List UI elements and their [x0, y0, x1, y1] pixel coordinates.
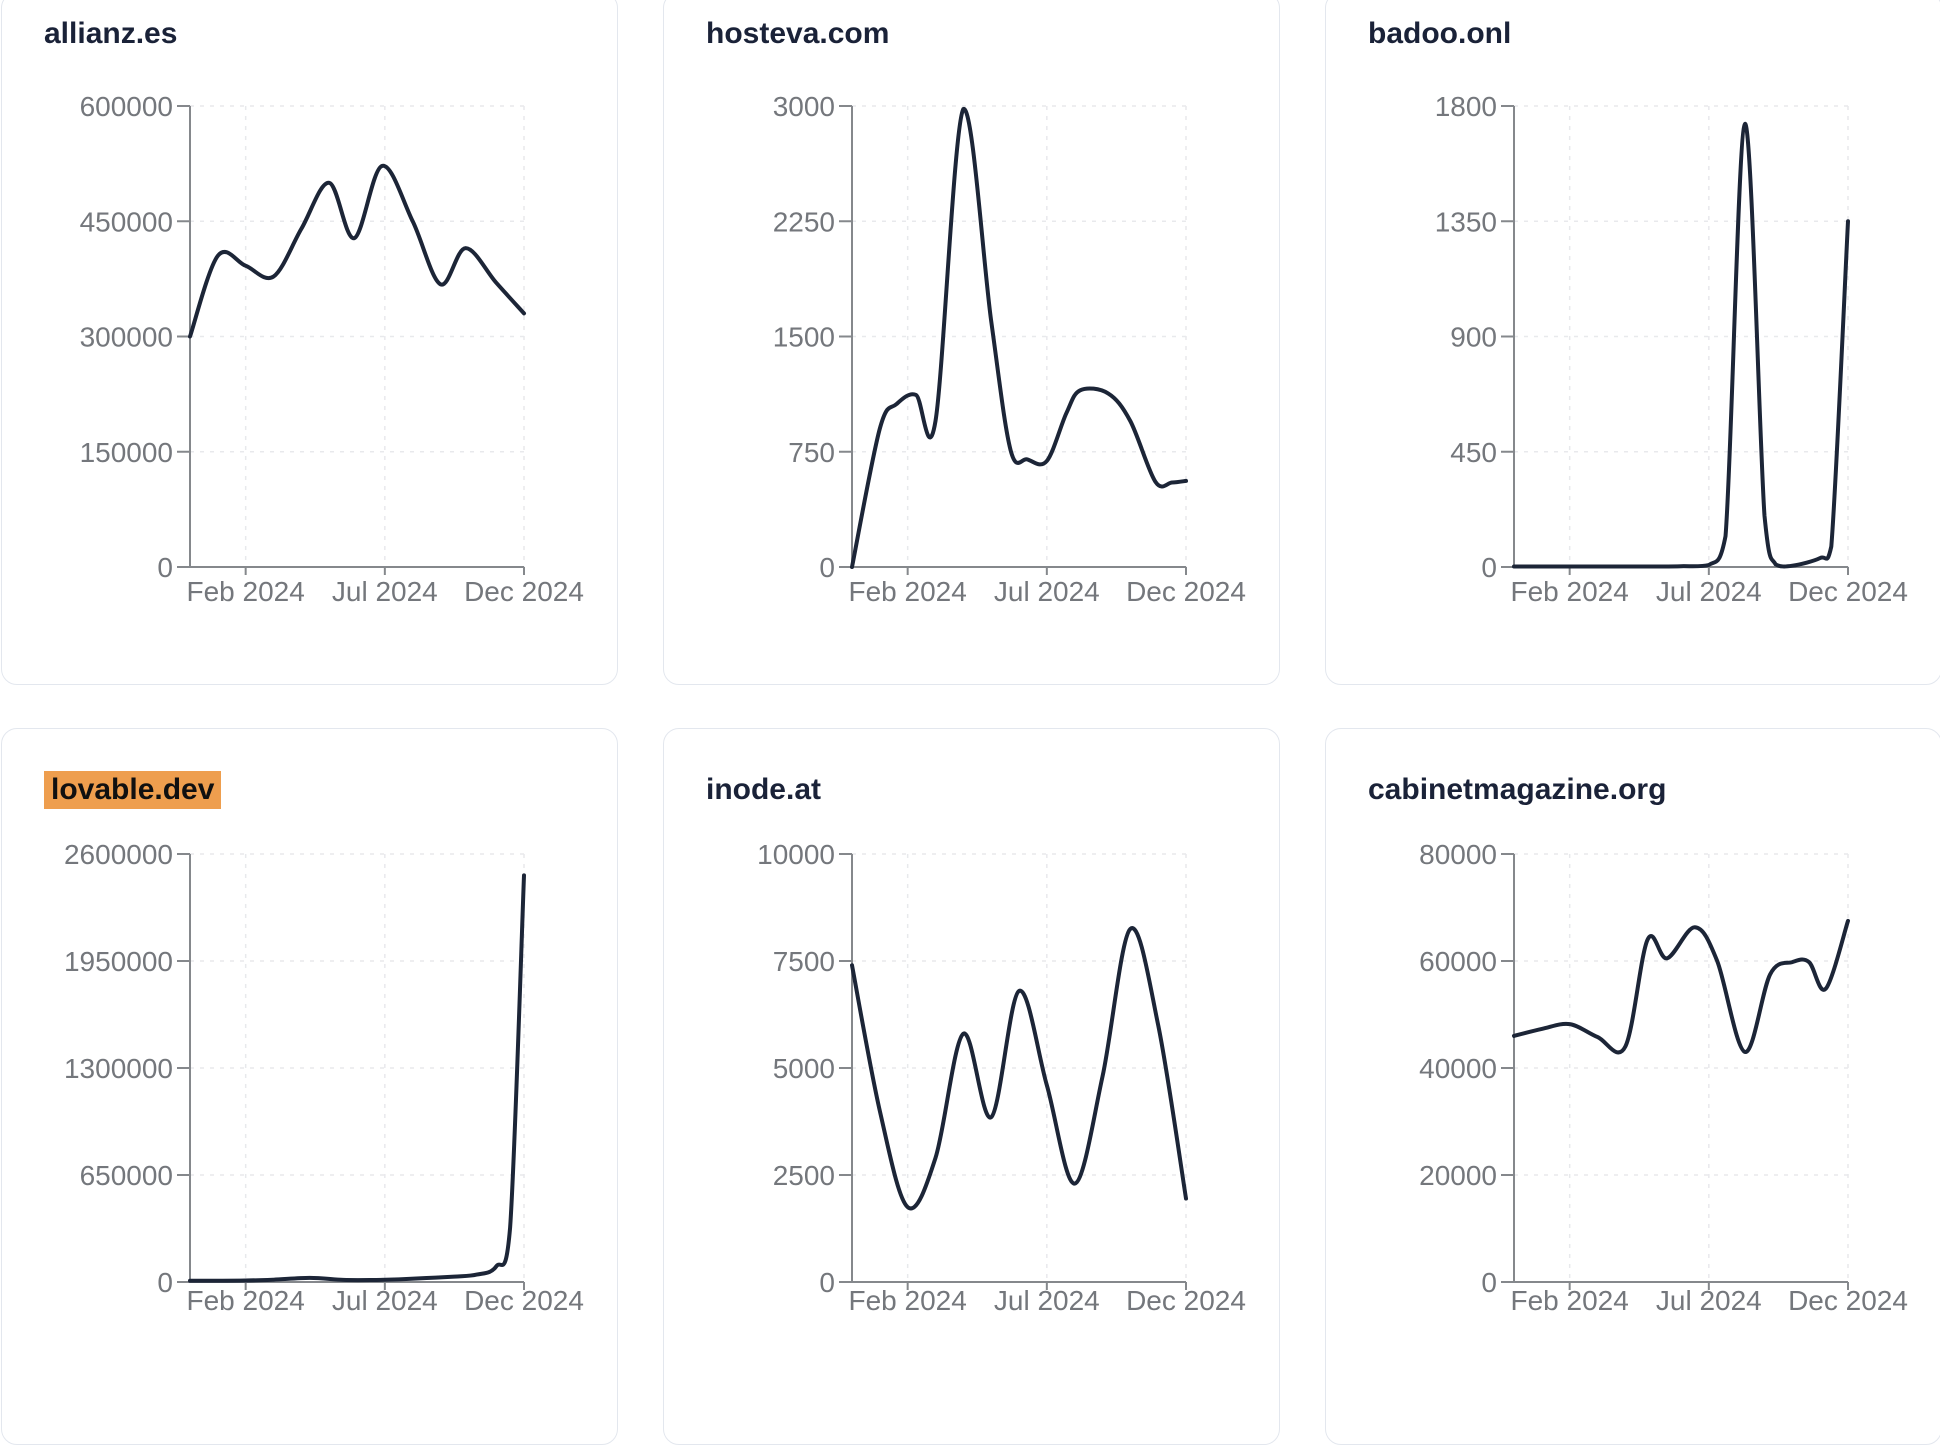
gridlines — [190, 853, 525, 1282]
y-tick-label: 300000 — [80, 322, 173, 353]
x-tick-label: Jul 2024 — [994, 576, 1100, 607]
y-tick-label: 1800 — [1435, 91, 1497, 122]
y-tick-label: 80000 — [1419, 839, 1497, 870]
x-tick-label: Dec 2024 — [1788, 1285, 1908, 1316]
domain-label: allianz.es — [44, 17, 178, 50]
trend-line — [188, 873, 526, 1283]
x-tick-label: Feb 2024 — [849, 1285, 967, 1316]
y-tick-label: 3000 — [773, 91, 835, 122]
x-tick-label: Jul 2024 — [1656, 1285, 1762, 1316]
chart-title: cabinetmagazine.org — [1368, 771, 1666, 809]
x-tick-label: Dec 2024 — [1126, 576, 1246, 607]
trend-line — [850, 926, 1188, 1211]
tick-labels: 0 750 1500 2250 3000 Feb 2024 Jul 2024 Dec 2024 — [773, 91, 1246, 607]
gridlines — [1514, 105, 1849, 567]
axes — [177, 105, 525, 575]
x-tick-label: Dec 2024 — [464, 1285, 584, 1316]
line-chart-hosteva-com[interactable]: 0 750 1500 2250 3000 Feb 2024 Jul 2024 Dec 2024 — [664, 0, 1280, 685]
line-chart-badoo-onl[interactable]: 0 450 900 1350 1800 Feb 2024 Jul 2024 Dec 2024 — [1326, 0, 1940, 685]
domain-label: lovable.dev — [44, 771, 222, 809]
y-tick-label: 1300000 — [64, 1053, 173, 1084]
y-tick-label: 600000 — [80, 91, 173, 122]
x-tick-label: Feb 2024 — [187, 1285, 305, 1316]
y-tick-label: 60000 — [1419, 946, 1497, 977]
domain-label: hosteva.com — [706, 17, 890, 50]
y-tick-label: 7500 — [773, 946, 835, 977]
y-tick-label: 2250 — [773, 206, 835, 237]
y-tick-label: 40000 — [1419, 1053, 1497, 1084]
trend-line — [188, 163, 526, 339]
axes — [1501, 853, 1849, 1290]
chart-card-badoo-onl[interactable]: badoo.onl 0 450 900 1350 1800 Feb 2024 Jul 202… — [1325, 0, 1940, 685]
y-tick-label: 0 — [819, 552, 835, 583]
trend-line — [1512, 121, 1850, 569]
tick-labels: 0 650000 1300000 1950000 2600000 Feb 2024 Jul … — [64, 839, 584, 1316]
domain-label: badoo.onl — [1368, 17, 1512, 50]
tick-labels: 0 150000 300000 450000 600000 Feb 2024 Jul 202… — [80, 91, 584, 607]
y-tick-label: 1950000 — [64, 946, 173, 977]
gridlines — [190, 105, 525, 567]
y-tick-label: 0 — [1481, 552, 1497, 583]
y-tick-label: 0 — [157, 1267, 173, 1298]
axes — [839, 853, 1187, 1290]
gridlines — [1514, 853, 1849, 1282]
line-chart-allianz-es[interactable]: 0 150000 300000 450000 600000 Feb 2024 Jul 202… — [2, 0, 618, 685]
y-tick-label: 1350 — [1435, 206, 1497, 237]
chart-title: lovable.dev — [44, 771, 222, 809]
chart-title: badoo.onl — [1368, 15, 1511, 53]
y-tick-label: 150000 — [80, 437, 173, 468]
y-tick-label: 650000 — [80, 1160, 173, 1191]
x-tick-label: Feb 2024 — [849, 576, 967, 607]
chart-title: inode.at — [706, 771, 821, 809]
x-tick-label: Dec 2024 — [1126, 1285, 1246, 1316]
x-tick-label: Jul 2024 — [332, 1285, 438, 1316]
axes — [839, 105, 1187, 575]
x-tick-label: Feb 2024 — [187, 576, 305, 607]
tick-labels: 0 2500 5000 7500 10000 Feb 2024 Jul 2024 Dec 20… — [757, 839, 1246, 1316]
x-tick-label: Jul 2024 — [994, 1285, 1100, 1316]
chart-card-hosteva-com[interactable]: hosteva.com 0 750 1500 2250 3000 Feb 2024 Jul … — [663, 0, 1280, 685]
x-tick-label: Feb 2024 — [1511, 576, 1629, 607]
y-tick-label: 10000 — [757, 839, 835, 870]
chart-title: allianz.es — [44, 15, 177, 53]
y-tick-label: 0 — [157, 552, 173, 583]
y-tick-label: 2500 — [773, 1160, 835, 1191]
axes — [1501, 105, 1849, 575]
y-tick-label: 2600000 — [64, 839, 173, 870]
line-chart-inode-at[interactable]: 0 2500 5000 7500 10000 Feb 2024 Jul 2024 Dec 20… — [664, 729, 1280, 1445]
tick-labels: 0 450 900 1350 1800 Feb 2024 Jul 2024 Dec 2024 — [1435, 91, 1908, 607]
domain-label: inode.at — [706, 773, 822, 806]
chart-title: hosteva.com — [706, 15, 889, 53]
trend-line — [1512, 918, 1850, 1055]
trend-line — [850, 107, 1188, 569]
x-tick-label: Jul 2024 — [332, 576, 438, 607]
chart-card-lovable-dev[interactable]: lovable.dev 0 650000 1300000 1950000 2600000… — [1, 728, 618, 1445]
y-tick-label: 5000 — [773, 1053, 835, 1084]
y-tick-label: 0 — [819, 1267, 835, 1298]
y-tick-label: 20000 — [1419, 1160, 1497, 1191]
y-tick-label: 900 — [1450, 322, 1497, 353]
gridlines — [852, 105, 1187, 567]
y-tick-label: 1500 — [773, 322, 835, 353]
y-tick-label: 0 — [1481, 1267, 1497, 1298]
x-tick-label: Feb 2024 — [1511, 1285, 1629, 1316]
y-tick-label: 750 — [788, 437, 835, 468]
line-chart-lovable-dev[interactable]: 0 650000 1300000 1950000 2600000 Feb 2024 Jul … — [2, 729, 618, 1445]
axes — [177, 853, 525, 1290]
x-tick-label: Dec 2024 — [1788, 576, 1908, 607]
tick-labels: 0 20000 40000 60000 80000 Feb 2024 Jul 2024 Dec… — [1419, 839, 1908, 1316]
domain-label: cabinetmagazine.org — [1368, 773, 1667, 806]
gridlines — [852, 853, 1187, 1282]
chart-card-cabinetmagazine-org[interactable]: cabinetmagazine.org 0 20000 40000 60000 8000… — [1325, 728, 1940, 1445]
y-tick-label: 450 — [1450, 437, 1497, 468]
y-tick-label: 450000 — [80, 206, 173, 237]
chart-card-inode-at[interactable]: inode.at 0 2500 5000 7500 10000 Feb 2024 Jul 2… — [663, 728, 1280, 1445]
chart-card-allianz-es[interactable]: allianz.es 0 150000 300000 450000 600000 Feb … — [1, 0, 618, 685]
line-chart-cabinetmagazine-org[interactable]: 0 20000 40000 60000 80000 Feb 2024 Jul 2024 Dec… — [1326, 729, 1940, 1445]
x-tick-label: Jul 2024 — [1656, 576, 1762, 607]
x-tick-label: Dec 2024 — [464, 576, 584, 607]
